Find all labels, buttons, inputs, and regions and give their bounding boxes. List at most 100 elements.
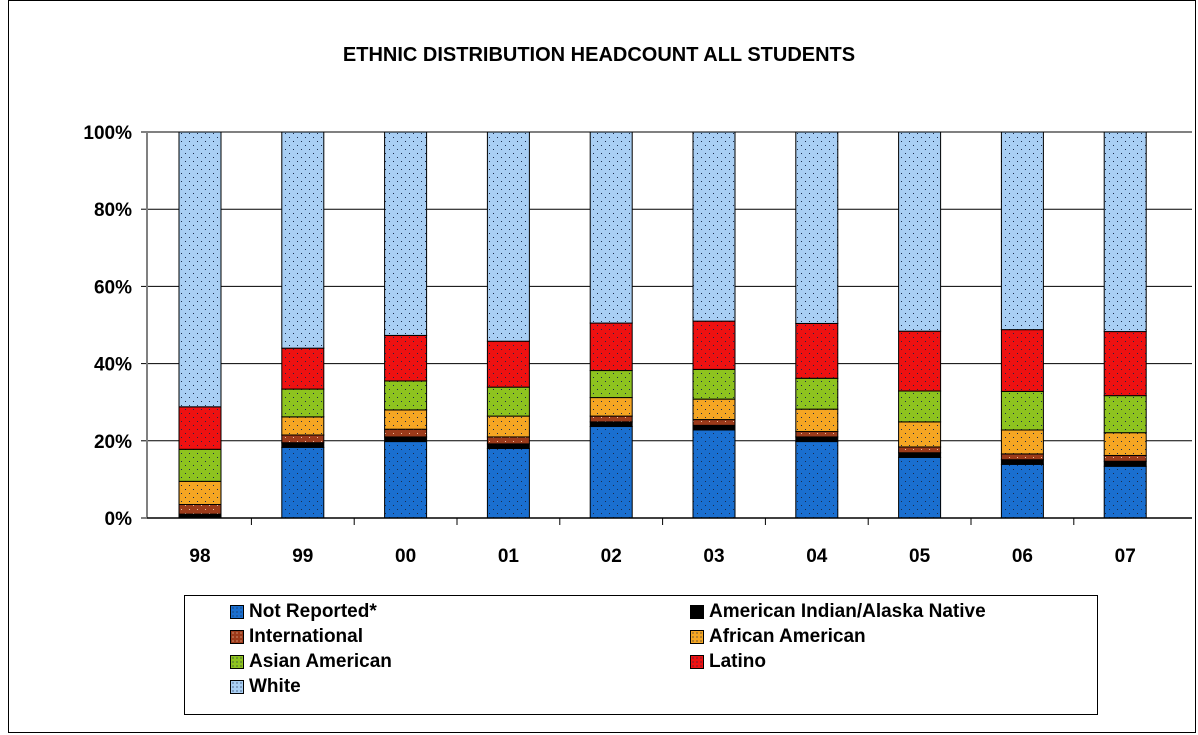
bar-segment: [795, 377, 839, 410]
y-tick-label: 60%: [94, 277, 132, 298]
bar-segment: [898, 131, 942, 332]
x-tick-label: 99: [292, 546, 313, 567]
bar-segment: [281, 131, 325, 349]
bar-segment: [1103, 331, 1147, 397]
bar-segment: [384, 428, 428, 438]
bar-segment: [898, 452, 942, 458]
bar-segment: [281, 446, 325, 519]
x-tick-label: 05: [909, 546, 931, 567]
bar-segment: [1103, 465, 1147, 519]
bar-segment: [178, 406, 222, 450]
bar-segment: [486, 386, 530, 417]
bar-segment: [692, 419, 736, 426]
bar-segment: [898, 330, 942, 392]
bar-segment: [486, 131, 530, 342]
legend-swatch: [690, 655, 704, 669]
bar-segment: [589, 426, 633, 519]
legend-label: American Indian/Alaska Native: [709, 601, 986, 622]
bars: [178, 131, 1147, 519]
bar-segment: [384, 409, 428, 430]
bar-segment: [1000, 463, 1044, 519]
legend-label: Asian American: [249, 651, 392, 672]
bar-segment: [1103, 432, 1147, 456]
x-tick-label: 03: [703, 546, 724, 567]
x-tick-label: 07: [1115, 546, 1136, 567]
bar-segment: [1000, 453, 1044, 461]
bar-segment: [589, 421, 633, 428]
bar-segment: [486, 340, 530, 388]
bar-segment: [1103, 131, 1147, 333]
bar-segment: [795, 436, 839, 443]
bar-segment: [486, 415, 530, 438]
x-tick-label: 06: [1012, 546, 1033, 567]
bar-segment: [795, 441, 839, 519]
bar-segment: [178, 448, 222, 482]
legend-item: African American: [690, 625, 866, 649]
legend-item: Latino: [690, 650, 766, 674]
bar-segment: [589, 397, 633, 417]
bar-segment: [589, 322, 633, 372]
bar-segment: [1000, 459, 1044, 465]
bar-segment: [178, 480, 222, 505]
legend-item: American Indian/Alaska Native: [690, 600, 986, 624]
y-tick-label: 20%: [94, 432, 132, 453]
x-tick-label: 01: [498, 546, 520, 567]
bar-segment: [589, 131, 633, 324]
bar-segment: [692, 398, 736, 421]
bar-segment: [1103, 454, 1147, 462]
legend: Not Reported* American Indian/Alaska Nati…: [184, 595, 1098, 715]
bar-segment: [1000, 429, 1044, 455]
bar-segment: [692, 320, 736, 370]
bar-segment: [795, 322, 839, 379]
bar-segment: [1103, 460, 1147, 467]
bar-segment: [281, 347, 325, 390]
bar-segment: [281, 416, 325, 436]
bar-segment: [384, 436, 428, 443]
bar-segment: [281, 442, 325, 448]
bar-segment: [692, 424, 736, 431]
bar-segment: [384, 334, 428, 382]
y-tick-label: 0%: [105, 509, 133, 530]
bar-segment: [486, 443, 530, 450]
legend-item: White: [230, 675, 301, 699]
legend-item: Not Reported*: [230, 600, 377, 624]
bar-segment: [384, 131, 428, 336]
bar-segment: [281, 434, 325, 444]
legend-label: African American: [709, 626, 866, 647]
legend-swatch: [690, 605, 704, 619]
legend-label: Latino: [709, 651, 766, 672]
bar-segment: [1103, 395, 1147, 434]
legend-item: International: [230, 625, 363, 649]
bar-segment: [1000, 329, 1044, 392]
y-tick-label: 40%: [94, 355, 132, 376]
x-tick-label: 04: [806, 546, 828, 567]
bar-segment: [898, 446, 942, 454]
legend-label: International: [249, 626, 364, 647]
axes: [141, 131, 1192, 525]
legend-label: Not Reported*: [249, 601, 377, 622]
bar-segment: [795, 408, 839, 433]
x-tick-label: 02: [601, 546, 622, 567]
legend-swatch: [690, 630, 704, 644]
tick-labels: 0% 20% 40% 60% 80% 100% 98 99 00 01 02 03 04 05 06 07: [83, 123, 1135, 567]
legend-swatch: [230, 605, 244, 619]
bar-segment: [589, 415, 633, 423]
legend-label: White: [249, 676, 301, 697]
bar-segment: [795, 131, 839, 324]
x-tick-label: 00: [395, 546, 416, 567]
bar-segment: [898, 456, 942, 519]
bar-segment: [692, 429, 736, 519]
bar-segment: [1000, 131, 1044, 331]
bar-segment: [178, 131, 222, 408]
bar-segment: [898, 390, 942, 423]
bar-segment: [384, 441, 428, 519]
legend-swatch: [230, 680, 244, 694]
bar-segment: [486, 436, 530, 445]
bar-segment: [898, 421, 942, 448]
chart-title: ETHNIC DISTRIBUTION HEADCOUNT ALL STUDEN…: [342, 44, 856, 66]
legend-item: Asian American: [230, 650, 392, 674]
bar-segment: [692, 368, 736, 400]
bar-segment: [384, 380, 428, 411]
y-tick-label: 80%: [94, 200, 132, 221]
